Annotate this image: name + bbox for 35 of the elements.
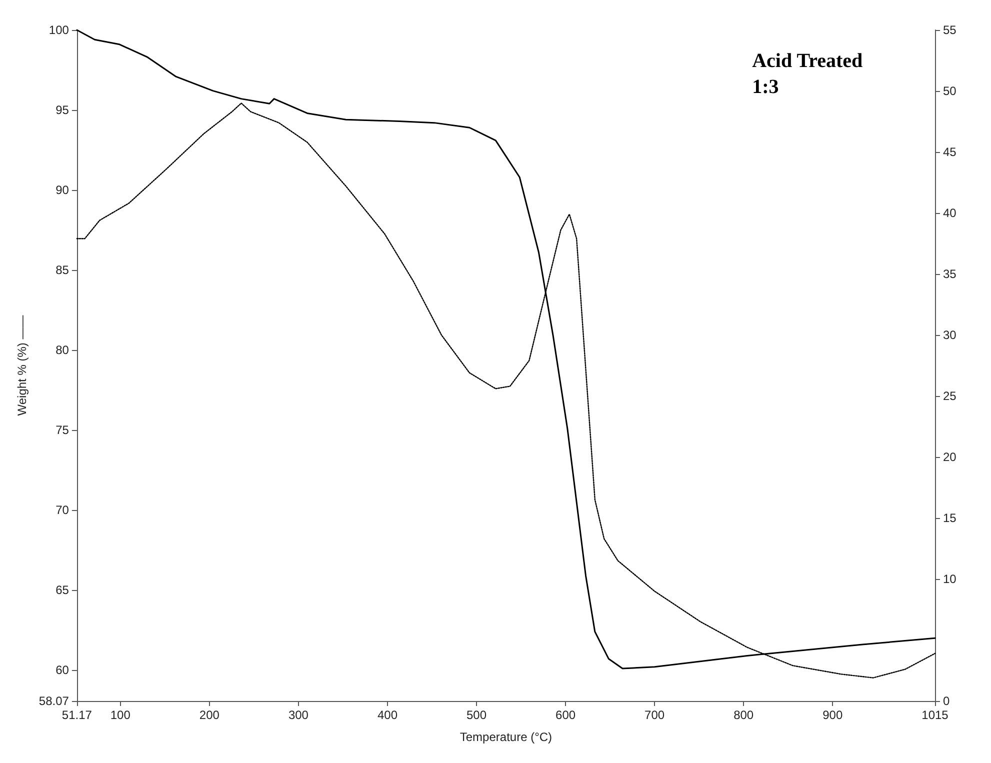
y2-tick-label: 40 — [943, 206, 957, 220]
x-tick-label: 200 — [199, 708, 220, 722]
x-tick-label: 400 — [377, 708, 398, 722]
y2-tick-label: 20 — [943, 450, 957, 464]
y2-tick-label: 30 — [943, 328, 957, 342]
y2-tick-label: 25 — [943, 389, 957, 403]
x-tick-label: 500 — [466, 708, 487, 722]
x-tick-label: 900 — [822, 708, 843, 722]
x-tick-label: 800 — [734, 708, 754, 722]
annotation: Acid Treated 1:3 — [752, 50, 863, 98]
y2-tick-label: 0 — [943, 694, 950, 708]
x-tick-label: 600 — [556, 708, 576, 722]
y2-tick-label: 10 — [943, 572, 957, 586]
y2-tick-label: 15 — [943, 511, 957, 525]
x-axis-title: Temperature (°C) — [460, 730, 552, 744]
y-tick-label: 60 — [56, 663, 70, 678]
y-tick-label: 70 — [56, 503, 70, 518]
y-tick-label: 65 — [56, 583, 70, 598]
y2-tick-label: 35 — [943, 267, 957, 281]
y-tick-label: 58.07 — [38, 694, 70, 708]
y-tick-label: 75 — [56, 423, 70, 438]
y-tick-label: 80 — [56, 343, 70, 358]
y-tick-label: 95 — [56, 103, 70, 118]
y-tick-label: 85 — [56, 263, 70, 278]
y2-tick-label: 45 — [943, 145, 957, 159]
y2-tick-label: 50 — [943, 84, 957, 98]
y-tick-label: 90 — [56, 183, 70, 198]
y-tick-label: 100 — [48, 23, 70, 37]
y2-tick-label: 55 — [943, 23, 957, 37]
x-tick-label: 1015 — [922, 708, 949, 722]
x-tick-label: 100 — [110, 708, 131, 722]
x-tick-label: 51.17 — [62, 708, 92, 722]
x-tick-label: 700 — [644, 708, 665, 722]
y-axis-title: Weight % (%) —— — [15, 315, 29, 416]
x-tick-label: 300 — [288, 708, 309, 722]
